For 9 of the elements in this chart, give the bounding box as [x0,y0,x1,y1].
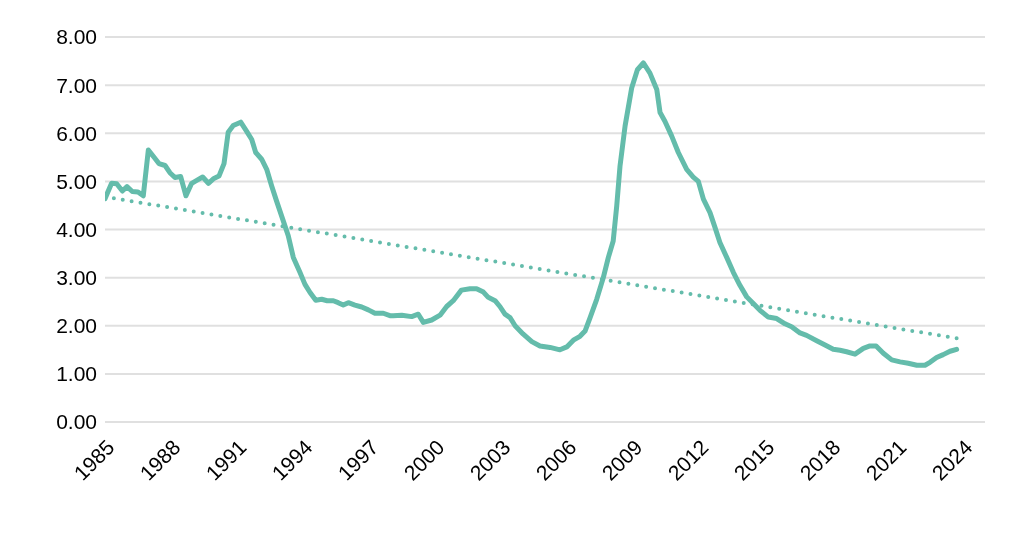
y-tick-label: 3.00 [56,266,97,290]
y-tick-label: 8.00 [56,25,97,49]
y-tick-label: 2.00 [56,314,97,338]
y-tick-label: 7.00 [56,73,97,97]
y-tick-label: 1.00 [56,362,97,386]
y-tick-label: 4.00 [56,217,97,241]
y-tick-label: 6.00 [56,121,97,145]
y-tick-label: 5.00 [56,169,97,193]
y-tick-label: 0.00 [56,410,97,434]
